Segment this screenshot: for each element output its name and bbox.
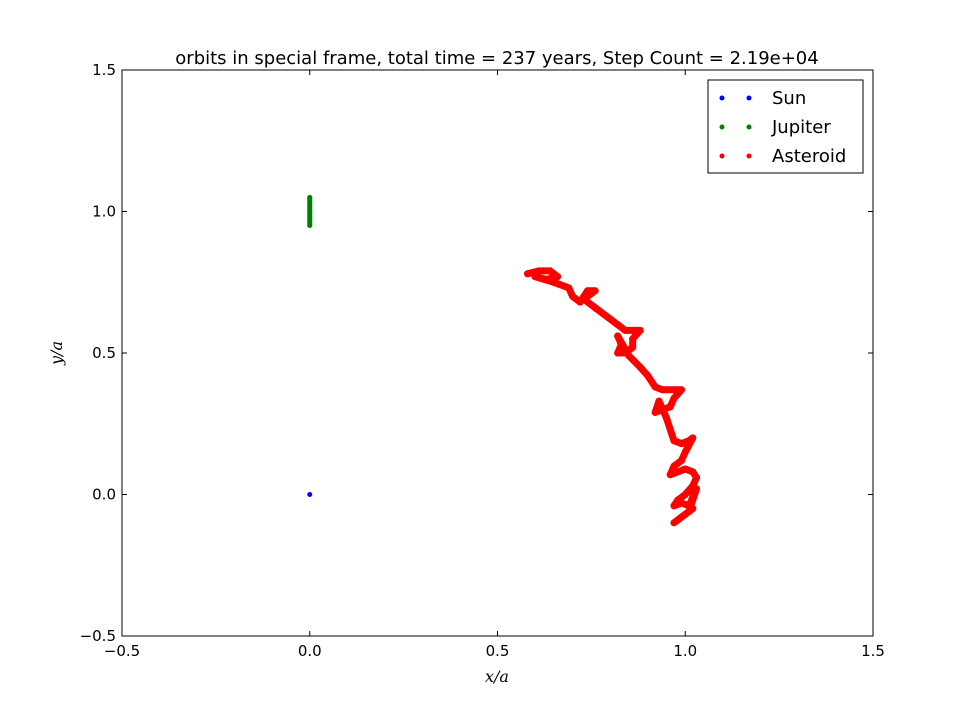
asteroid-point	[629, 335, 637, 343]
asteroid-point	[670, 437, 678, 445]
asteroid-point	[677, 440, 685, 448]
asteroid-point	[677, 499, 685, 507]
y-axis-label: y/a	[47, 341, 66, 366]
jupiter-point	[307, 209, 313, 214]
asteroid-point	[629, 343, 637, 351]
asteroid-point	[591, 304, 599, 312]
asteroid-point	[542, 275, 550, 283]
jupiter-series	[307, 194, 313, 229]
legend-label: Sun	[772, 88, 806, 109]
asteroid-point	[681, 491, 689, 498]
asteroid-point	[659, 406, 667, 414]
asteroid-point	[670, 502, 678, 510]
legend-marker	[746, 124, 752, 130]
asteroid-point	[659, 386, 667, 394]
legend-entry-asteroid: Asteroid	[719, 146, 846, 167]
asteroid-point	[655, 397, 663, 405]
asteroid-point	[591, 287, 599, 295]
asteroid-point	[614, 332, 622, 340]
asteroid-point	[531, 273, 539, 281]
asteroid-point	[681, 465, 689, 473]
asteroid-point	[565, 284, 573, 292]
asteroid-point	[666, 425, 674, 433]
legend-entry-jupiter: Jupiter	[719, 117, 831, 138]
x-tick-label: 0.0	[298, 642, 322, 660]
x-tick-label: 0.5	[486, 642, 510, 660]
asteroid-point	[670, 462, 678, 470]
asteroid-point	[670, 386, 678, 394]
asteroid-point	[677, 386, 685, 394]
asteroid-point	[689, 468, 697, 476]
asteroid-point	[670, 394, 678, 402]
asteroid-point	[666, 403, 674, 411]
x-axis-label: x/a	[485, 667, 509, 686]
x-tick-label: −0.5	[104, 642, 140, 660]
jupiter-point	[307, 194, 313, 200]
legend-marker	[719, 95, 725, 101]
y-tick-label: 1.5	[92, 61, 116, 79]
asteroid-point	[614, 349, 622, 357]
y-tick-label: 0.0	[92, 486, 116, 504]
y-tick-label: 1.0	[92, 203, 116, 221]
asteroid-point	[625, 352, 633, 360]
legend-marker	[719, 153, 725, 159]
asteroid-point	[621, 326, 629, 334]
asteroid-point	[554, 273, 562, 281]
plot-marks	[307, 194, 701, 527]
asteroid-point	[693, 485, 701, 493]
jupiter-point	[307, 223, 313, 229]
y-tick-label: 0.5	[92, 344, 116, 362]
legend-entry-sun: Sun	[719, 88, 806, 109]
asteroid-point	[524, 270, 532, 278]
x-tick-label: 1.5	[861, 642, 885, 660]
asteroid-point	[636, 326, 644, 334]
legend-marker	[746, 153, 752, 159]
asteroid-point	[629, 326, 637, 334]
axis-ticks: −0.5 0.0 0.5 1.0 1.5 −0.5 0.0 0.5 1.0 1.5	[80, 61, 885, 660]
asteroid-point	[602, 312, 610, 320]
asteroid-point	[651, 383, 659, 391]
asteroid-point	[614, 321, 622, 329]
asteroid-point	[666, 471, 674, 479]
jupiter-point	[307, 203, 313, 209]
asteroid-point	[689, 505, 697, 513]
asteroid-point	[546, 267, 554, 275]
asteroid-point	[644, 372, 652, 380]
asteroid-point	[651, 408, 659, 416]
asteroid-point	[550, 278, 558, 286]
legend-marker	[746, 95, 752, 101]
asteroid-point	[584, 287, 592, 295]
sun-point	[307, 492, 313, 497]
asteroid-point	[677, 457, 685, 465]
asteroid-point	[693, 474, 701, 482]
asteroid-point	[674, 468, 682, 476]
legend: Sun Jupiter Asteroid	[707, 79, 864, 174]
asteroid-point	[674, 516, 682, 524]
legend-marker	[719, 124, 725, 130]
chart-title: orbits in special frame, total time = 23…	[175, 48, 818, 69]
asteroid-point	[569, 292, 577, 300]
asteroid-point	[636, 363, 644, 371]
asteroid-point	[681, 448, 689, 456]
legend-label: Asteroid	[772, 146, 846, 167]
asteroid-point	[689, 493, 697, 501]
asteroid-series	[524, 267, 701, 527]
asteroid-point	[662, 414, 670, 422]
asteroid-point	[617, 341, 625, 349]
asteroid-point	[580, 295, 588, 303]
asteroid-point	[535, 267, 543, 275]
sun-series	[307, 492, 313, 497]
y-tick-label: −0.5	[80, 627, 116, 645]
legend-label: Jupiter	[771, 117, 831, 138]
jupiter-point	[307, 214, 313, 220]
legend-box	[707, 79, 864, 174]
asteroid-point	[689, 434, 697, 442]
asteroid-point	[681, 510, 689, 518]
x-tick-label: 1.0	[673, 642, 697, 660]
